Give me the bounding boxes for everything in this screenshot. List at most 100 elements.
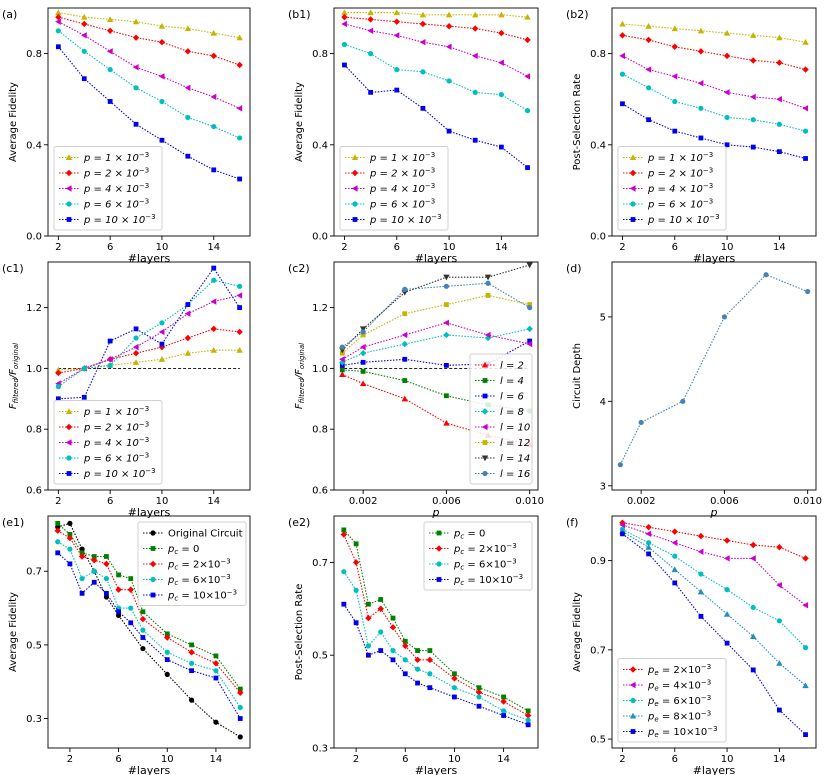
data-series	[55, 13, 243, 69]
data-point	[367, 27, 374, 34]
data-point	[698, 105, 704, 111]
plot-frame	[611, 7, 817, 237]
data-point	[426, 656, 434, 664]
data-point	[158, 356, 166, 362]
data-point	[237, 135, 243, 141]
x-tick-label: 2	[619, 754, 625, 765]
data-point	[210, 52, 217, 60]
legend: Original Circuit pc = 0 pc = 2×10−3pc = 6×…	[137, 521, 247, 606]
series-line	[622, 23, 806, 43]
legend-marker	[65, 185, 72, 192]
data-point	[106, 16, 114, 22]
data-point	[212, 660, 220, 667]
data-point	[213, 675, 219, 681]
data-point	[365, 643, 372, 649]
data-point	[79, 590, 85, 596]
data-point	[619, 52, 626, 60]
legend-label: pc = 0	[167, 544, 199, 556]
series-line	[58, 30, 240, 139]
data-point	[750, 541, 757, 549]
data-series	[619, 521, 809, 609]
legend-marker	[482, 393, 488, 399]
series-line	[342, 328, 530, 363]
data-point	[672, 553, 678, 559]
data-point	[697, 48, 705, 55]
y-tick-label: 0.0	[312, 232, 328, 243]
legend-label: p = 1 × 10−3	[83, 405, 149, 418]
data-point	[724, 587, 730, 593]
legend-marker	[66, 217, 72, 222]
legend-label: pe = 6×10−3	[647, 694, 711, 708]
data-point	[159, 341, 165, 347]
data-point	[498, 11, 505, 18]
data-point	[188, 697, 195, 703]
data-point	[132, 18, 140, 25]
y-tick-label: 0.5	[26, 640, 42, 651]
legend-marker	[630, 729, 636, 734]
series-line	[622, 55, 806, 109]
data-point	[620, 531, 625, 537]
data-point	[115, 586, 122, 593]
legend-label: l = 12	[500, 438, 530, 449]
data-point	[524, 108, 531, 114]
data-point	[139, 615, 147, 623]
data-point	[67, 532, 73, 537]
data-point	[680, 398, 686, 404]
legend-label: pe = 10×10−3	[647, 725, 718, 739]
data-point	[646, 551, 652, 557]
legend-label: p = 6 × 10−3	[83, 452, 149, 465]
data-point	[721, 314, 728, 320]
data-point	[776, 149, 782, 155]
legend-label: l = 4	[500, 376, 524, 387]
legend: p = 1 × 10−3 p = 2 × 10−3 p = 4 × 10−3 p = …	[617, 146, 727, 231]
data-point	[237, 305, 243, 310]
data-point	[116, 609, 121, 615]
data-point	[723, 610, 731, 617]
legend-label: pc = 6×10−3	[167, 573, 231, 587]
legend-label: l = 8	[500, 407, 524, 418]
legend-label: p = 10 × 10−3	[83, 213, 156, 226]
data-point	[446, 78, 452, 84]
data-point	[476, 685, 482, 691]
data-point	[402, 638, 408, 644]
data-point	[414, 656, 421, 664]
data-point	[646, 540, 652, 546]
y-tick-label: 0.5	[312, 651, 328, 662]
data-point	[524, 13, 531, 20]
data-series	[55, 265, 243, 402]
data-point	[427, 671, 433, 677]
data-point	[107, 362, 113, 368]
legend-label: pc = 6×10−3	[453, 558, 517, 572]
data-point	[526, 262, 533, 269]
data-point	[55, 396, 61, 402]
legend: p = 1 × 10−3 p = 2 × 10−3 p = 4 × 10−3 p = …	[53, 146, 163, 231]
series-line	[622, 533, 806, 736]
y-axis-label: Circuit Depth	[572, 343, 583, 409]
data-point	[401, 340, 408, 348]
data-point	[443, 274, 450, 281]
data-point	[55, 539, 61, 545]
data-point	[723, 537, 731, 544]
data-point	[646, 85, 652, 91]
x-tick-label: 0.002	[349, 496, 378, 507]
data-point	[55, 28, 61, 34]
data-point	[620, 101, 625, 107]
legend-marker	[629, 712, 637, 719]
data-point	[672, 580, 678, 586]
data-point	[672, 128, 678, 134]
data-point	[671, 566, 678, 573]
data-point	[697, 548, 704, 555]
data-point	[402, 378, 408, 383]
data-series	[55, 539, 243, 711]
data-point	[671, 43, 678, 50]
data-point	[445, 11, 453, 18]
legend-label: p = 1 × 10−3	[83, 151, 149, 164]
legend-label: l = 14	[500, 454, 530, 465]
legend-label: p = 10 × 10−3	[369, 213, 442, 226]
plot-frame	[611, 261, 817, 491]
data-series	[339, 319, 533, 363]
data-point	[698, 571, 704, 577]
data-point	[619, 71, 626, 77]
data-point	[81, 76, 87, 82]
data-point	[81, 13, 88, 20]
